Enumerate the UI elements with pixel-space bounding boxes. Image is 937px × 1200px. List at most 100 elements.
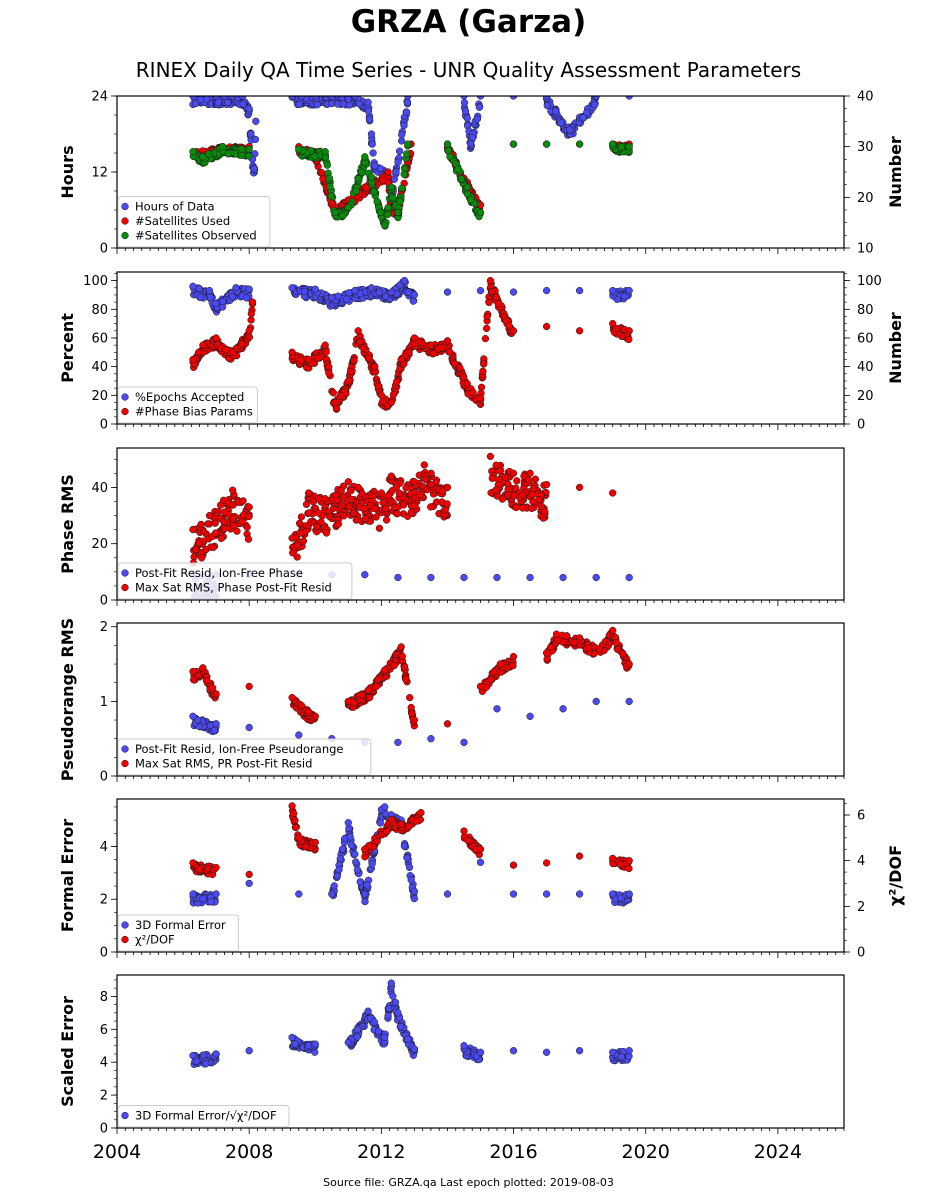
y-right-axis-label: Number <box>886 312 905 384</box>
data-point <box>621 292 629 300</box>
data-point <box>305 708 313 716</box>
data-point <box>461 107 470 115</box>
data-point <box>404 1035 412 1043</box>
data-point <box>575 890 584 898</box>
data-point <box>243 523 251 531</box>
y-right-tick-label: 6 <box>857 808 865 823</box>
series-red <box>189 276 633 413</box>
data-point <box>383 827 391 836</box>
data-point <box>311 1040 319 1048</box>
data-point <box>370 1018 378 1026</box>
data-point <box>505 322 513 330</box>
data-point <box>189 96 197 100</box>
y-tick-label: 40 <box>91 360 108 375</box>
x-tick-label: 2004 <box>93 1141 141 1163</box>
y-right-axis-label: Number <box>886 136 905 208</box>
data-point <box>617 1053 625 1061</box>
data-point <box>238 517 246 526</box>
data-point <box>451 359 459 368</box>
data-point <box>400 663 409 671</box>
data-point <box>352 858 360 866</box>
data-points <box>189 979 633 1069</box>
data-point <box>346 833 354 841</box>
data-point <box>202 1060 210 1068</box>
data-point <box>291 816 299 825</box>
y-right-tick-label: 4 <box>857 854 865 869</box>
data-point <box>238 340 246 348</box>
data-point <box>397 820 405 828</box>
data-point <box>344 819 352 827</box>
data-point <box>443 500 451 508</box>
data-point <box>365 693 374 702</box>
data-point <box>531 475 540 483</box>
data-points <box>189 802 633 907</box>
legend-entry: %Epochs Accepted <box>135 390 244 404</box>
data-point <box>382 516 391 524</box>
data-point <box>189 1051 197 1060</box>
data-point <box>395 489 403 497</box>
data-point <box>201 601 208 608</box>
data-point <box>398 131 406 139</box>
data-point <box>591 100 599 109</box>
data-point <box>466 196 475 204</box>
data-point <box>239 497 247 505</box>
data-point <box>250 165 258 173</box>
data-point <box>317 518 325 526</box>
legend-marker <box>121 935 129 944</box>
data-point <box>347 841 356 849</box>
data-point <box>193 1057 201 1065</box>
data-point <box>427 341 435 349</box>
data-point <box>313 522 321 531</box>
data-point <box>405 863 414 872</box>
data-point <box>191 99 200 108</box>
data-point <box>493 492 502 500</box>
data-point <box>543 655 551 663</box>
data-point <box>222 346 230 354</box>
data-point <box>196 293 205 301</box>
data-point <box>190 603 197 610</box>
data-point <box>352 187 360 195</box>
data-point <box>394 738 402 747</box>
data-point <box>526 469 534 477</box>
data-point <box>295 834 303 842</box>
data-point <box>381 1033 389 1042</box>
data-point <box>402 108 411 116</box>
data-point <box>232 284 240 292</box>
legend-box <box>117 1105 290 1128</box>
data-point <box>387 472 395 480</box>
y-tick-label: 4 <box>100 1056 108 1071</box>
data-point <box>625 573 633 582</box>
data-point <box>305 489 313 497</box>
data-point <box>354 327 362 335</box>
data-point <box>546 643 555 652</box>
data-point <box>295 731 303 739</box>
data-point <box>384 210 392 219</box>
data-point <box>238 151 246 159</box>
data-point <box>519 504 527 512</box>
data-point <box>390 661 398 670</box>
y-tick-label: 100 <box>83 274 108 289</box>
data-point <box>199 895 207 903</box>
y-tick-label: 2 <box>100 893 108 908</box>
data-point <box>351 850 359 858</box>
data-point <box>189 148 197 156</box>
data-point <box>409 297 417 305</box>
data-point <box>356 878 364 886</box>
data-point <box>347 487 355 495</box>
data-point <box>361 504 369 513</box>
y-tick-label: 0 <box>100 594 108 609</box>
y-right-tick-label: 80 <box>857 303 874 318</box>
data-point <box>420 461 428 469</box>
data-point <box>387 398 395 407</box>
legend-marker <box>121 217 129 225</box>
data-point <box>344 1038 352 1047</box>
data-point <box>361 845 369 853</box>
series-blue <box>189 697 633 747</box>
data-point <box>245 333 254 341</box>
legend-marker <box>121 921 129 929</box>
data-point <box>427 573 435 582</box>
series-blue <box>189 276 633 316</box>
data-point <box>370 188 378 196</box>
